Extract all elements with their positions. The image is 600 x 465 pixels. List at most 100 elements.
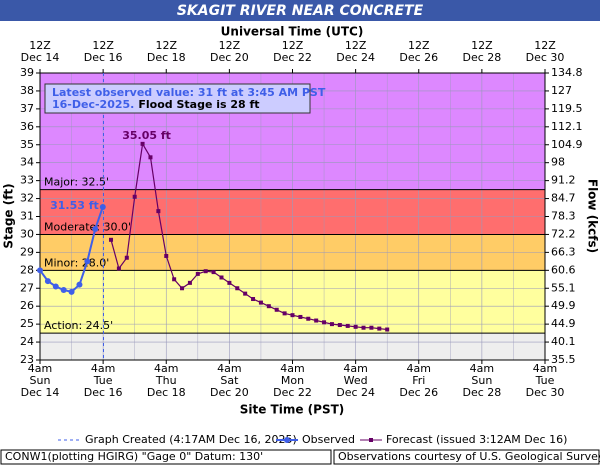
forecast-point [377,326,382,331]
title-bar [0,0,600,21]
y-tick-label: 35 [20,138,34,151]
flood-label: Moderate: 30.0' [44,220,131,233]
x2-tick-label: Dec 30 [526,51,565,64]
x-tick-label: Dec 16 [84,386,123,399]
forecast-point [180,286,185,291]
observed-point [52,283,59,290]
x-tick-label: Tue [93,374,113,387]
plot-area [39,72,546,361]
y-tick-label: 28 [20,263,34,276]
x-tick-label: Sun [30,374,51,387]
y2-axis-title: Flow (kcfs) [586,179,600,253]
footer-right: Observations courtesy of U.S. Geological… [338,450,600,463]
forecast-point [227,280,232,285]
y-tick-label: 27 [20,281,34,294]
plot-border [39,72,546,361]
x-tick-label: Dec 28 [462,386,501,399]
y-tick-label: 31 [20,210,34,223]
forecast-point [361,325,366,330]
legend-swatch [284,437,290,443]
observed-point [68,288,75,295]
y-tick-label: 26 [20,299,34,312]
forecast-point [124,255,129,260]
x2-tick-label: 12Z [29,39,51,52]
flood-label: Major: 32.5' [44,176,109,189]
x2-tick-label: 12Z [92,39,114,52]
x-tick-label: Dec 24 [336,386,375,399]
forecast-point [211,270,216,275]
forecast-point [369,325,374,330]
forecast-point [164,253,169,258]
forecast-point [266,304,271,309]
y2-tick-label: 44.9 [551,317,576,330]
y2-tick-label: 91.2 [551,174,576,187]
y-tick-label: 39 [20,66,34,79]
legend-label: Graph Created (4:17AM Dec 16, 2025) [85,433,297,446]
x-tick-label: Sat [220,374,239,387]
x-tick-label: 4am [533,362,557,375]
y2-tick-label: 55.1 [551,281,576,294]
x-tick-label: 4am [407,362,431,375]
y2-tick-label: 134.8 [551,66,583,79]
annotation: 31.53 ft [50,199,99,212]
forecast-point [116,266,121,271]
forecast-point [187,280,192,285]
x-tick-label: Dec 20 [210,386,249,399]
forecast-point [314,318,319,323]
x2-tick-label: 12Z [408,39,430,52]
x-axis-top-title: Universal Time (UTC) [221,25,364,39]
forecast-point [329,322,334,327]
observed-point [37,267,43,274]
forecast-point [251,297,256,302]
forecast-point [274,307,279,312]
x2-tick-label: 12Z [534,39,556,52]
x2-tick-label: 12Z [282,39,304,52]
y2-tick-label: 35.5 [551,353,576,366]
forecast-point [219,275,224,280]
y-tick-label: 36 [20,120,34,133]
x-tick-label: 4am [154,362,178,375]
forecast-point [322,320,327,325]
x2-tick-label: Dec 16 [84,51,123,64]
info-box [44,83,311,114]
y2-tick-label: 112.1 [551,120,583,133]
x-tick-label: 4am [217,362,241,375]
y-tick-label: 24 [20,335,34,348]
observed-point [76,281,83,288]
y2-tick-label: 98 [551,156,565,169]
x2-tick-label: 12Z [219,39,241,52]
footer-left: CONW1(plotting HGIRG) "Gage 0" Datum: 13… [5,450,263,463]
x-tick-label: 4am [343,362,367,375]
forecast-point [345,323,350,328]
y2-tick-label: 49.9 [551,299,576,312]
y-tick-label: 32 [20,192,34,205]
forecast-point [148,155,153,160]
forecast-point [298,314,303,319]
forecast-point [132,194,137,199]
x-tick-label: Dec 22 [273,386,312,399]
x-tick-label: Dec 14 [21,386,60,399]
observed-point [44,278,51,285]
observed-point [60,287,67,294]
x-tick-label: Dec 18 [147,386,186,399]
x-tick-label: Sun [471,374,492,387]
observed-point [84,258,91,265]
flood-label: Minor: 28.0' [44,256,109,269]
y2-tick-label: 84.7 [551,192,576,205]
info-line: Latest observed value: 31 ft at 3:45 AM … [52,86,326,99]
x2-tick-label: Dec 20 [210,51,249,64]
forecast-point [243,291,248,296]
x2-tick-label: Dec 18 [147,51,186,64]
observed-point [92,226,99,233]
x-tick-label: Mon [281,374,304,387]
x-tick-label: Fri [412,374,425,387]
y-tick-label: 33 [20,174,34,187]
forecast-point [140,141,145,146]
x2-tick-label: Dec 14 [21,51,60,64]
y-tick-label: 23 [20,353,34,366]
forecast-point [195,271,200,276]
forecast-point [385,327,390,332]
x-axis-title: Site Time (PST) [240,403,345,417]
x-tick-label: 4am [91,362,115,375]
